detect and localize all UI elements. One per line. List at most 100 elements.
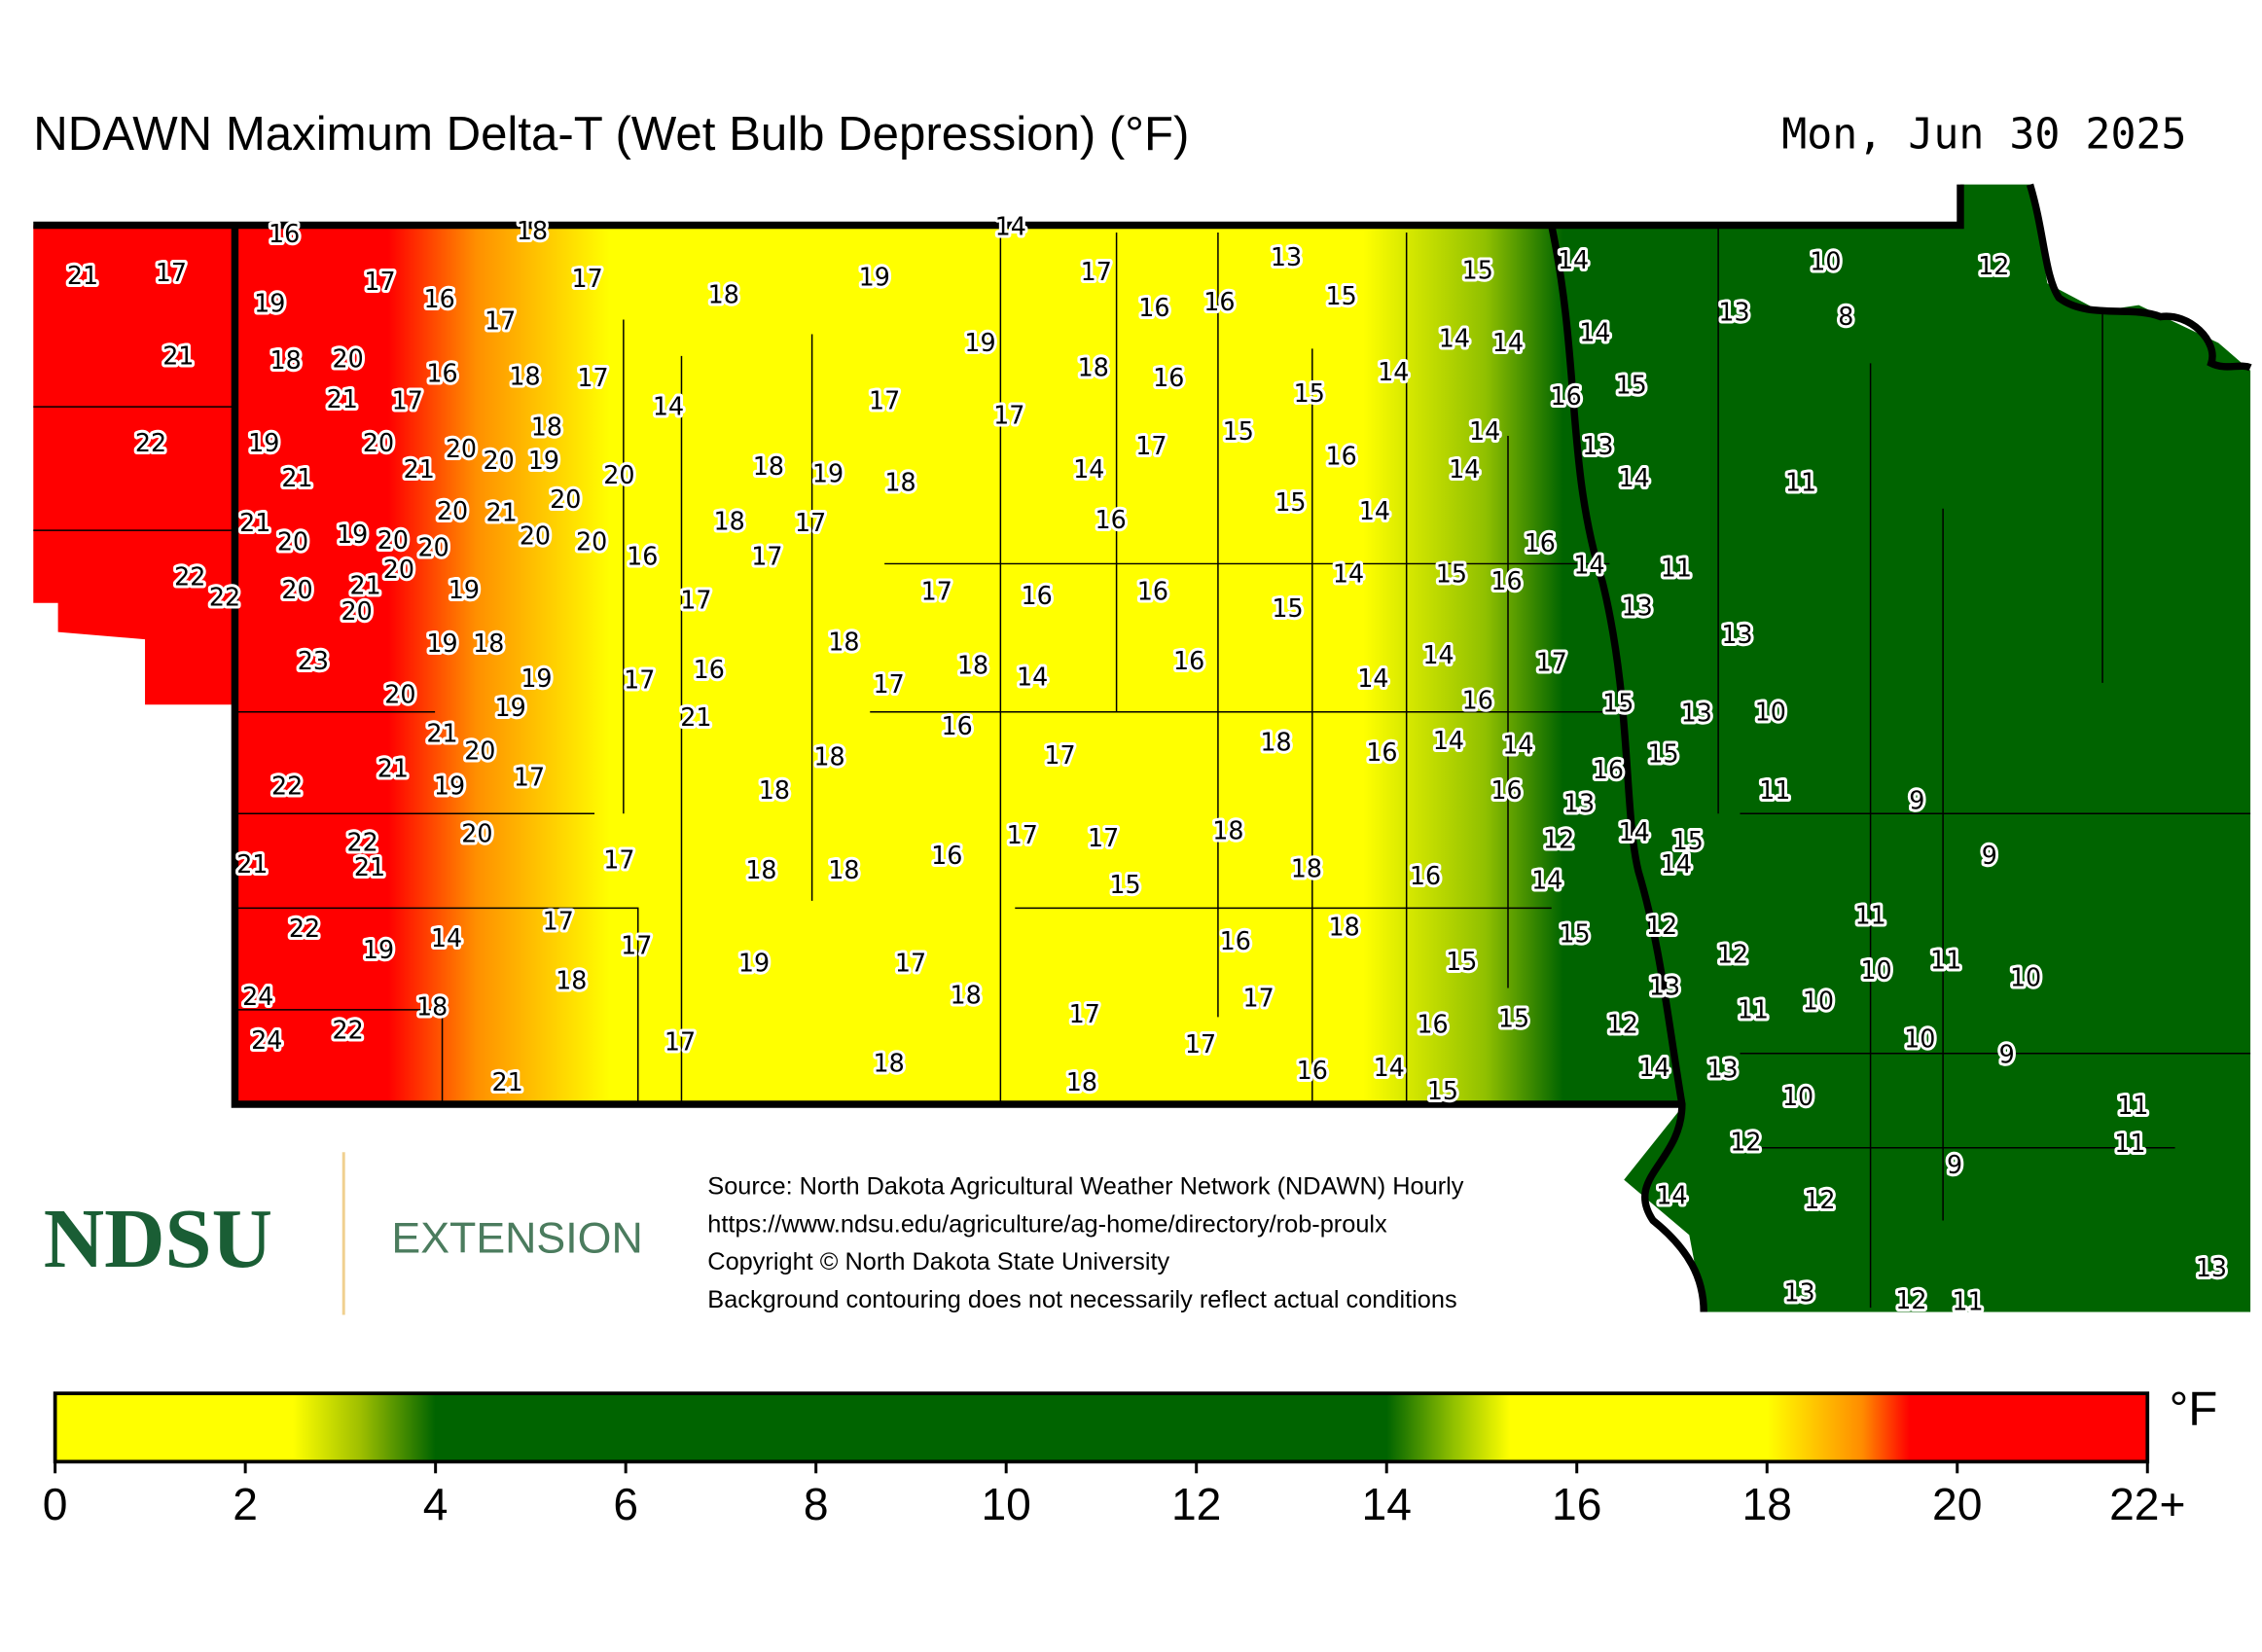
station-value: 17	[364, 267, 395, 296]
station-value: 16	[942, 711, 973, 740]
station-value: 10	[2010, 963, 2041, 992]
station-value: 17	[664, 1026, 696, 1056]
station-value: 15	[1109, 870, 1140, 899]
station-value: 14	[1619, 817, 1650, 846]
station-value: 16	[1550, 381, 1581, 411]
station-value: 14	[1359, 496, 1390, 525]
station-value: 18	[473, 628, 504, 658]
station-value: 19	[363, 935, 394, 964]
logo-name: NDSU	[44, 1192, 272, 1285]
station-value: 18	[556, 966, 587, 995]
station-value: 18	[269, 345, 301, 375]
station-value: 22	[333, 1015, 364, 1044]
station-value: 17	[621, 931, 652, 960]
station-value: 16	[426, 358, 457, 387]
station-value: 17	[392, 386, 423, 415]
station-value: 10	[1803, 986, 1834, 1015]
station-value: 16	[1462, 685, 1493, 714]
station-value: 18	[759, 775, 790, 805]
station-value: 11	[1952, 1287, 1983, 1316]
station-value: 17	[1243, 983, 1275, 1012]
station-value: 16	[1153, 363, 1184, 392]
title: NDAWN Maximum Delta-T (Wet Bulb Depressi…	[33, 107, 1189, 161]
station-value: 16	[1137, 576, 1168, 605]
station-value: 14	[1558, 245, 1589, 274]
station-value: 14	[1619, 463, 1650, 492]
station-value: 12	[1730, 1127, 1761, 1156]
colorbar-tick-label: 10	[981, 1479, 1030, 1529]
station-value: 15	[1462, 255, 1493, 284]
station-value: 17	[156, 258, 187, 287]
station-value: 18	[950, 980, 981, 1009]
station-value: 15	[1223, 416, 1254, 446]
station-value: 14	[995, 211, 1026, 240]
station-value: 20	[341, 596, 373, 626]
station-value: 19	[738, 949, 770, 978]
station-value: 16	[1490, 775, 1522, 805]
station-value: 14	[1449, 454, 1480, 484]
station-value: 17	[485, 306, 516, 336]
state-border	[33, 183, 2252, 1312]
station-value: 10	[1782, 1082, 1813, 1111]
source-line: Copyright © North Dakota State Universit…	[707, 1248, 1169, 1275]
station-value: 14	[1374, 1053, 1405, 1082]
station-value: 16	[627, 541, 658, 570]
station-value: 18	[957, 650, 988, 679]
station-value: 18	[1078, 352, 1109, 381]
station-value: 14	[1422, 640, 1454, 669]
station-value: 16	[1490, 566, 1522, 595]
station-value: 17	[993, 401, 1024, 430]
colorbar-tick-label: 18	[1742, 1479, 1792, 1529]
station-value: 21	[426, 719, 457, 748]
station-value: 14	[1531, 865, 1562, 894]
colorbar-tick-label: 0	[43, 1479, 68, 1529]
station-value: 18	[828, 855, 859, 884]
station-value: 17	[577, 363, 608, 392]
station-value: 20	[437, 496, 468, 525]
station-value: 17	[1069, 999, 1100, 1028]
station-value: 15	[1275, 487, 1306, 517]
date: Mon, Jun 30 2025	[1781, 110, 2186, 159]
colorbar-tick-label: 6	[613, 1479, 638, 1529]
station-value: 21	[486, 498, 518, 527]
station-value: 14	[1333, 558, 1364, 588]
station-value: 21	[680, 702, 711, 732]
station-value: 17	[795, 508, 826, 537]
station-value: 15	[1436, 558, 1467, 588]
station-value: 20	[333, 343, 364, 373]
station-value: 15	[1559, 919, 1590, 949]
station-value: 18	[1212, 816, 1243, 845]
station-value: 17	[514, 762, 545, 791]
colorbar-tick-label: 2	[233, 1479, 258, 1529]
station-value: 14	[653, 392, 684, 421]
station-value: 21	[404, 454, 435, 484]
station-value: 11	[2114, 1129, 2145, 1158]
station-value: 10	[1810, 246, 1841, 275]
station-value: 9	[1982, 841, 1997, 870]
station-value: 21	[327, 384, 358, 413]
station-value: 11	[1785, 467, 1816, 496]
station-value: 22	[346, 828, 377, 857]
station-value: 22	[289, 914, 320, 943]
station-value: 16	[269, 219, 300, 248]
logo-unit: EXTENSION	[391, 1213, 642, 1262]
station-value: 13	[1649, 971, 1680, 1000]
station-value: 16	[1138, 293, 1169, 322]
colorbar-tick-label: 8	[804, 1479, 829, 1529]
station-value: 19	[434, 771, 465, 800]
station-value: 20	[377, 525, 409, 555]
station-value: 18	[416, 991, 448, 1021]
station-value: 15	[1647, 739, 1678, 769]
station-value: 15	[1446, 947, 1477, 976]
station-value: 17	[751, 541, 782, 570]
station-value: 15	[1427, 1076, 1458, 1105]
colorbar-tick-label: 20	[1932, 1479, 1982, 1529]
station-value: 13	[1681, 699, 1712, 728]
station-value: 16	[1297, 1056, 1328, 1085]
station-value: 20	[461, 819, 492, 848]
station-value: 16	[694, 655, 725, 684]
station-value: 16	[1220, 926, 1251, 955]
